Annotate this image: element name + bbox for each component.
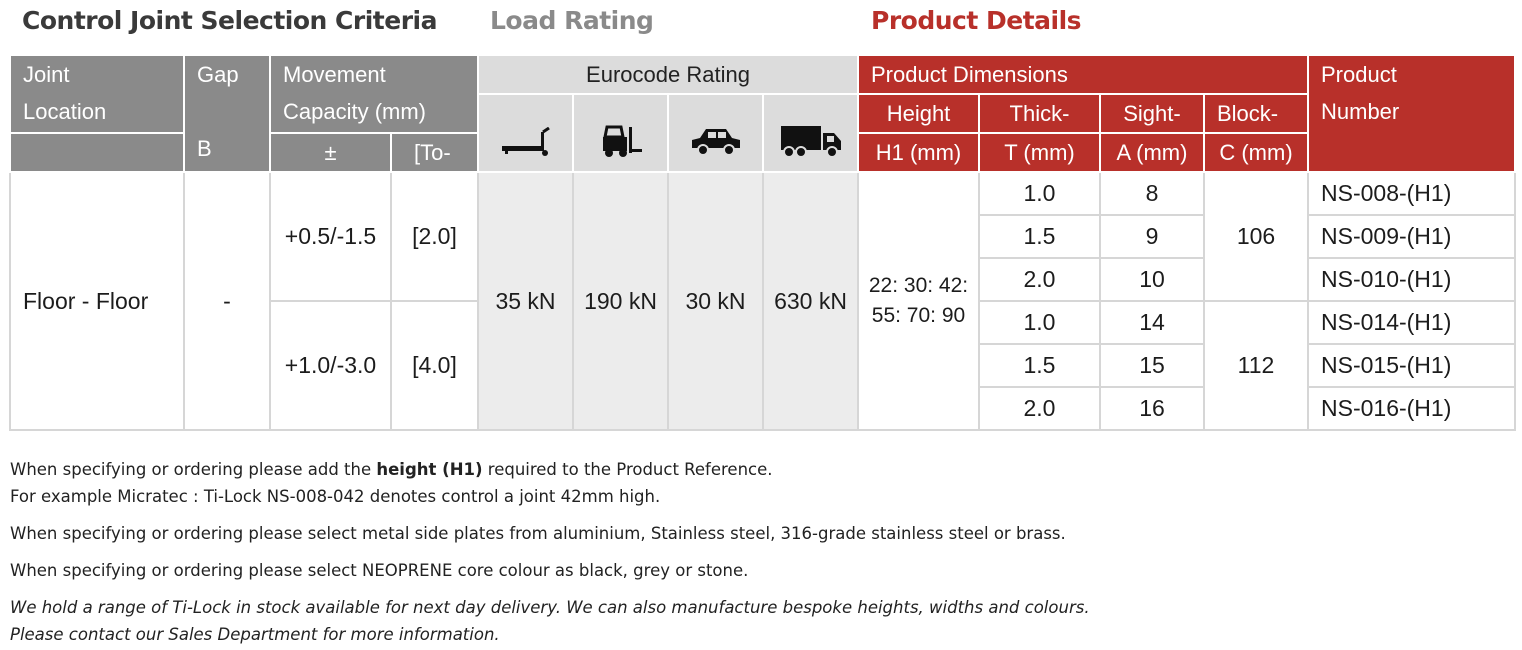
header-plus-minus: ± [269,132,392,173]
note-contact: Please contact our Sales Department for … [10,625,500,644]
thick-value: 2.0 [978,257,1101,302]
lorry-icon [780,126,841,158]
thick-value: 1.0 [978,300,1101,345]
header-movement-capacity: Movement Capacity (mm) [269,54,479,134]
joint-location-value: Floor - Floor [9,171,185,431]
product-number: NS-015-(H1) [1307,343,1516,388]
product-number: NS-014-(H1) [1307,300,1516,345]
header-product-number: Product Number [1307,54,1516,173]
header-sight-unit: A (mm) [1099,132,1205,173]
header-gap: Gap B [183,54,271,173]
movement-to-value: [2.0] [390,171,479,302]
load-rating-section-title: Load Rating [490,6,654,35]
header-eurocode-rating: Eurocode Rating [477,54,859,95]
product-number: NS-009-(H1) [1307,214,1516,259]
header-block: Block- [1203,93,1309,134]
forklift-icon [602,125,642,157]
pallet-truck-icon [501,127,550,156]
car-header [667,93,764,173]
block-value: 112 [1203,300,1309,431]
header-product-dimensions: Product Dimensions [857,54,1309,95]
header-to: [To- [390,132,479,173]
lorry-rating: 630 kN [762,171,859,431]
pallet-truck-header [477,93,574,173]
header-joint-location: Joint Location [9,54,185,134]
note-stock: We hold a range of Ti-Lock in stock avai… [10,598,1090,617]
car-icon [691,129,740,156]
forklift-rating: 190 kN [572,171,669,431]
header-sight: Sight- [1099,93,1205,134]
thick-value: 1.5 [978,214,1101,259]
header-thick-unit: T (mm) [978,132,1101,173]
movement-to-value: [4.0] [390,300,479,431]
sight-value: 15 [1099,343,1205,388]
forklift-header [572,93,669,173]
height-values: 22: 30: 42: 55: 70: 90 [857,171,980,431]
header-height: Height [857,93,980,134]
note-height: When specifying or ordering please add t… [10,460,773,479]
sight-value: 14 [1099,300,1205,345]
note-core-colour: When specifying or ordering please selec… [10,561,749,580]
sight-value: 8 [1099,171,1205,216]
thick-value: 2.0 [978,386,1101,431]
sight-value: 10 [1099,257,1205,302]
criteria-section-title: Control Joint Selection Criteria [22,6,437,35]
product-details-section-title: Product Details [871,6,1082,35]
lorry-header [762,93,859,173]
sight-value: 16 [1099,386,1205,431]
header-block-unit: C (mm) [1203,132,1309,173]
ordering-notes: When specifying or ordering please add t… [10,456,1510,648]
movement-pm-value: +0.5/-1.5 [269,171,392,302]
movement-pm-value: +1.0/-3.0 [269,300,392,431]
control-joint-table: Joint Location Gap B Movement Capacity (… [9,54,1516,431]
header-thick: Thick- [978,93,1101,134]
pallet-truck-rating: 35 kN [477,171,574,431]
thick-value: 1.0 [978,171,1101,216]
note-side-plates: When specifying or ordering please selec… [10,524,1066,543]
block-value: 106 [1203,171,1309,302]
note-example: For example Micratec : Ti-Lock NS-008-04… [10,487,661,506]
product-number: NS-008-(H1) [1307,171,1516,216]
header-height-unit: H1 (mm) [857,132,980,173]
sight-value: 9 [1099,214,1205,259]
thick-value: 1.5 [978,343,1101,388]
car-rating: 30 kN [667,171,764,431]
gap-value: - [183,171,271,431]
product-number: NS-010-(H1) [1307,257,1516,302]
product-number: NS-016-(H1) [1307,386,1516,431]
